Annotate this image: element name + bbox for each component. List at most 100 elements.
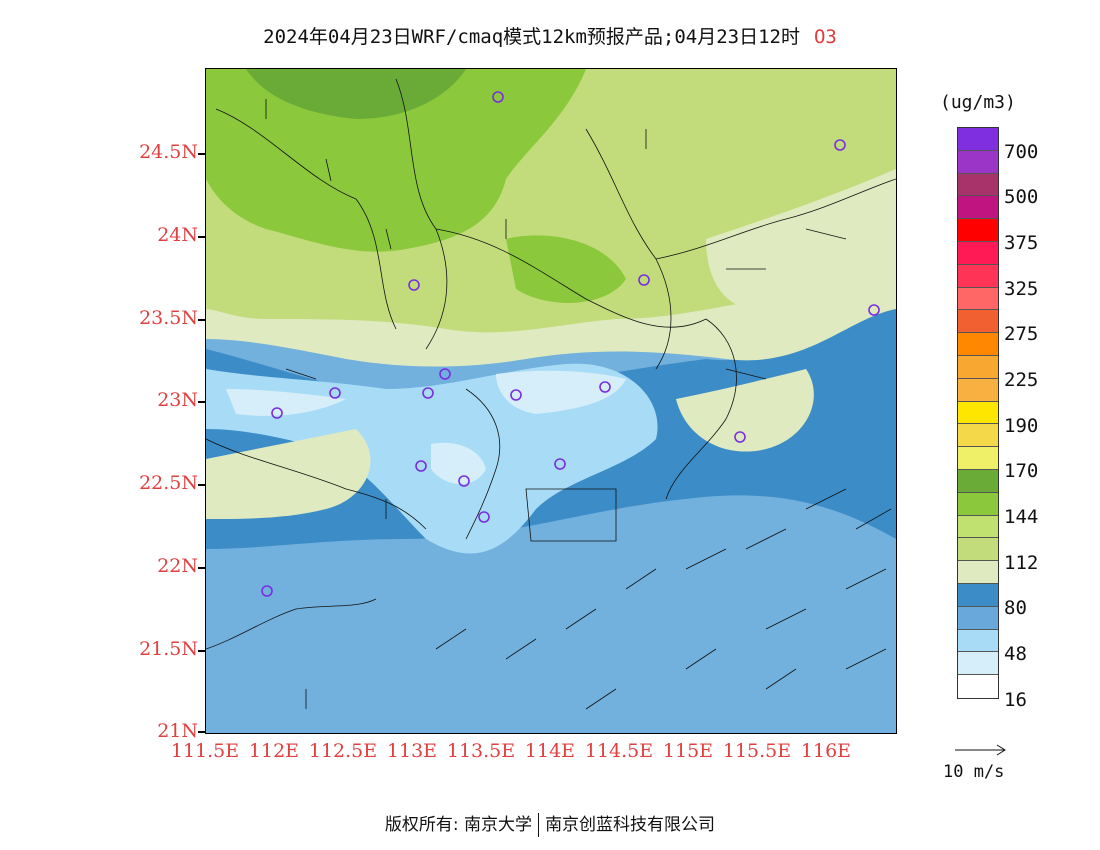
footer-divider	[538, 813, 540, 837]
legend-swatch	[958, 675, 998, 698]
station-marker	[834, 139, 846, 151]
legend-swatch	[958, 424, 998, 448]
lat-tick-mark	[198, 153, 205, 155]
wind-reference-arrow	[955, 744, 1006, 756]
legend-swatch	[958, 219, 998, 242]
station-marker	[261, 585, 273, 597]
legend-swatch	[958, 401, 998, 425]
land-mid-green-2	[506, 235, 626, 303]
legend-swatch	[958, 629, 998, 653]
legend-label: 48	[1004, 643, 1027, 665]
lat-tick-22: 22N	[157, 555, 198, 577]
station-marker	[734, 431, 746, 443]
station-marker	[439, 368, 451, 380]
lon-tick-112-5: 112.5E	[308, 740, 378, 762]
lat-tick-23: 23N	[157, 389, 198, 411]
lon-tick-112: 112E	[248, 740, 300, 762]
station-marker	[638, 274, 650, 286]
legend-swatch	[958, 128, 998, 151]
color-legend	[957, 127, 999, 699]
station-marker	[329, 387, 341, 399]
land-pale-se	[676, 369, 814, 452]
land-pale-east	[706, 169, 896, 309]
very-light-patch-1	[226, 389, 346, 416]
station-marker	[271, 407, 283, 419]
legend-swatch	[958, 173, 998, 197]
legend-label: 170	[1004, 460, 1039, 482]
legend-label: 325	[1004, 278, 1039, 300]
land-pale-sw	[206, 429, 371, 519]
station-marker	[599, 381, 611, 393]
legend-label: 80	[1004, 597, 1027, 619]
legend-swatch	[958, 355, 998, 379]
legend-label: 275	[1004, 323, 1039, 345]
legend-swatch	[958, 241, 998, 265]
legend-label: 190	[1004, 415, 1039, 437]
map-title: 2024年04月23日WRF/cmaq模式12km预报产品;04月23日12时 O…	[0, 22, 1100, 49]
land-dark-green	[246, 69, 466, 119]
legend-swatch	[958, 333, 998, 356]
station-marker	[868, 304, 880, 316]
lat-tick-21: 21N	[157, 720, 198, 742]
station-marker	[458, 475, 470, 487]
land-mid-green	[206, 69, 586, 252]
station-marker	[554, 458, 566, 470]
wind-reference-label: 10 m/s	[943, 762, 1005, 782]
legend-label: 500	[1004, 186, 1039, 208]
legend-swatch	[958, 447, 998, 470]
legend-swatch	[958, 515, 998, 539]
variable-label: O3	[813, 26, 837, 48]
wind-vectors	[265, 99, 892, 710]
legend-swatch	[958, 310, 998, 334]
legend-swatch	[958, 378, 998, 402]
legend-label: 144	[1004, 506, 1039, 528]
admin-borders	[206, 78, 896, 650]
station-marker	[422, 387, 434, 399]
lat-tick-mark	[198, 236, 205, 238]
legend-label: 112	[1004, 552, 1039, 574]
station-marker	[408, 279, 420, 291]
legend-swatch	[958, 538, 998, 562]
forecast-map	[205, 68, 897, 734]
lat-tick-24-5: 24.5N	[139, 141, 198, 163]
footer: 版权所有: 南京大学 南京创蓝科技有限公司	[0, 810, 1100, 837]
legend-swatch	[958, 583, 998, 607]
legend-label: 16	[1004, 689, 1027, 711]
legend-swatch	[958, 264, 998, 288]
legend-label: 225	[1004, 369, 1039, 391]
map-canvas	[206, 69, 896, 733]
lat-tick-mark	[198, 650, 205, 652]
lat-tick-24: 24N	[157, 224, 198, 246]
legend-swatch	[958, 469, 998, 493]
legend-swatch	[958, 287, 998, 311]
legend-swatch	[958, 561, 998, 584]
station-marker	[492, 91, 504, 103]
very-light-patch-3	[431, 442, 486, 484]
very-light-patch-2	[496, 370, 626, 414]
copyright-text: 版权所有: 南京大学	[384, 815, 533, 835]
lon-tick-114-5: 114.5E	[584, 740, 654, 762]
legend-label: 375	[1004, 232, 1039, 254]
station-marker	[510, 389, 522, 401]
lon-tick-111-5: 111.5E	[170, 740, 240, 762]
legend-swatch	[958, 150, 998, 174]
lat-tick-mark	[198, 319, 205, 321]
legend-label: 700	[1004, 141, 1039, 163]
legend-swatch	[958, 652, 998, 676]
lon-tick-116: 116E	[800, 740, 852, 762]
legend-swatch	[958, 196, 998, 220]
station-markers	[261, 91, 880, 597]
lon-tick-113-5: 113.5E	[446, 740, 516, 762]
legend-units: (ug/m3)	[940, 92, 1016, 113]
legend-swatch	[958, 606, 998, 630]
lon-tick-115: 115E	[662, 740, 714, 762]
lon-tick-115-5: 115.5E	[722, 740, 792, 762]
legend-swatch	[958, 492, 998, 516]
lon-tick-113: 113E	[386, 740, 438, 762]
lat-tick-21-5: 21.5N	[139, 638, 198, 660]
lat-tick-mark	[198, 567, 205, 569]
station-marker	[415, 460, 427, 472]
lat-tick-mark	[198, 484, 205, 486]
title-text: 2024年04月23日WRF/cmaq模式12km预报产品;04月23日12时	[263, 26, 800, 48]
lat-tick-22-5: 22.5N	[139, 472, 198, 494]
